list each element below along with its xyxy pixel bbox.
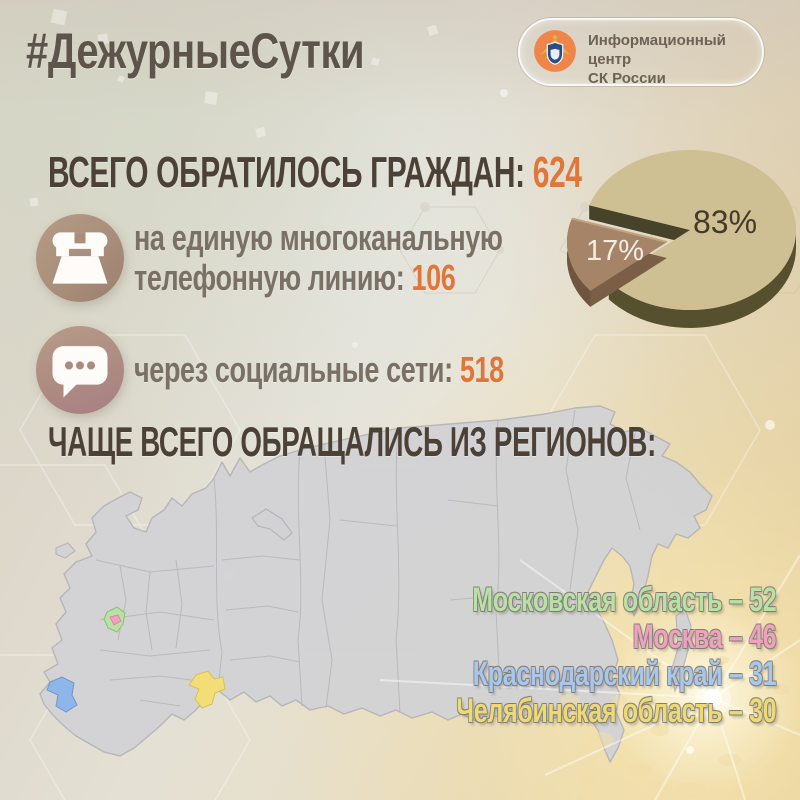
russia-map bbox=[39, 405, 713, 763]
phone-stat-line1: на единую многоканальную bbox=[134, 217, 503, 258]
region-row-chelyabinskaya-oblast: Челябинская область – 30 bbox=[456, 692, 776, 730]
regions-list: Московская область – 52 Москва – 46 Крас… bbox=[344, 582, 776, 730]
phone-stat-line2: телефонную линию: 106 bbox=[134, 258, 503, 298]
total-label: ВСЕГО ОБРАТИЛОСЬ ГРАЖДАН: bbox=[48, 148, 525, 197]
chat-bubble-icon bbox=[52, 346, 108, 398]
logo-line2: СК России bbox=[588, 70, 666, 87]
regions-section-title: ЧАЩЕ ВСЕГО ОБРАЩАЛИСЬ ИЗ РЕГИОНОВ: bbox=[48, 418, 656, 465]
phone-icon bbox=[52, 232, 108, 284]
chat-icon-circle bbox=[36, 326, 124, 414]
phone-stat-label: телефонную линию: bbox=[134, 257, 405, 298]
phone-stat-value: 106 bbox=[411, 257, 456, 298]
social-stat-value: 518 bbox=[459, 349, 504, 390]
social-stat: через социальные сети: 518 bbox=[134, 350, 504, 390]
region-row-moskva: Москва – 46 bbox=[632, 618, 776, 656]
confetti-squares bbox=[29, 8, 439, 207]
logo-badge: Информационный центр СК России bbox=[518, 18, 764, 88]
map-region-moskva bbox=[109, 614, 122, 626]
map-region-krasnodarskiy-kray bbox=[46, 676, 78, 713]
logo-text: Информационный центр СК России bbox=[588, 31, 762, 88]
region-row-moskovskaya-oblast: Московская область – 52 bbox=[471, 581, 777, 619]
phone-icon-circle bbox=[36, 214, 124, 302]
network-glow bbox=[379, 554, 800, 800]
hashtag-title: #ДежурныеСутки bbox=[26, 23, 365, 79]
region-borders bbox=[95, 409, 641, 713]
map-region-chelyabinskaya-oblast bbox=[188, 670, 226, 709]
pie-label-17: 17% bbox=[586, 235, 644, 267]
pie-chart: 83% 17% bbox=[566, 149, 797, 328]
total-value: 624 bbox=[532, 148, 582, 197]
social-stat-label: через социальные сети: bbox=[134, 349, 453, 390]
logo-line1: Информационный центр bbox=[588, 32, 726, 68]
sk-russia-emblem-icon bbox=[534, 30, 576, 72]
total-headline: ВСЕГО ОБРАТИЛОСЬ ГРАЖДАН: 624 bbox=[48, 148, 582, 198]
phone-stat: на единую многоканальную телефонную лини… bbox=[134, 218, 503, 298]
pie-label-83: 83% bbox=[693, 204, 757, 240]
region-row-krasnodarskiy-kray: Краснодарский край – 31 bbox=[472, 655, 776, 693]
